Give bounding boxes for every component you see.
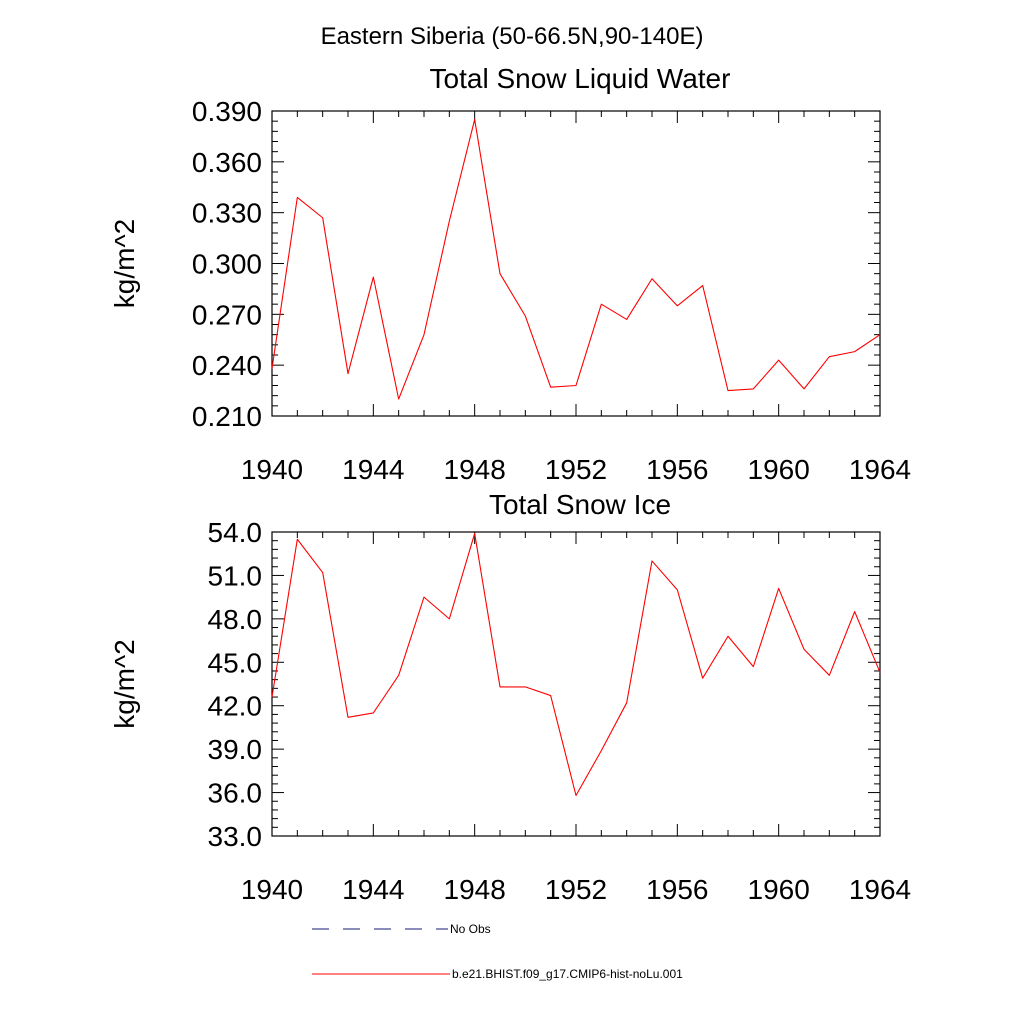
y-tick-label: 0.390: [192, 96, 262, 127]
x-tick-label: 1960: [748, 874, 810, 905]
figure-title: Eastern Siberia (50-66.5N,90-140E): [321, 23, 704, 50]
y-tick-label: 42.0: [208, 691, 263, 722]
x-tick-label: 1944: [342, 454, 404, 485]
x-tick-label: 1960: [748, 454, 810, 485]
plot-frame: [271, 531, 881, 837]
legend: No Obs b.e21.BHIST.f09_g17.CMIP6-hist-noL…: [312, 922, 683, 981]
y-tick-label: 0.330: [192, 198, 262, 229]
y-tick-label: 33.0: [208, 821, 263, 852]
x-tick-label: 1948: [444, 874, 506, 905]
x-tick-label: 1940: [241, 874, 303, 905]
y-tick-label: 0.360: [192, 147, 262, 178]
series-line: [271, 118, 881, 400]
y-tick-label: 36.0: [208, 778, 263, 809]
x-tick-label: 1944: [342, 874, 404, 905]
x-tick-label: 1964: [849, 454, 911, 485]
chart-panel-2: Total Snow Ice kg/m^2 1940 1944 1948 1952 1956…: [109, 489, 911, 905]
y-tick-label: 0.240: [192, 350, 262, 381]
plot-frame: [271, 110, 881, 417]
y-tick-label: 0.300: [192, 249, 262, 280]
legend-label: b.e21.BHIST.f09_g17.CMIP6-hist-noLu.001: [452, 967, 683, 981]
y-axis-label: kg/m^2: [109, 639, 140, 728]
chart-title: Total Snow Ice: [489, 489, 671, 520]
y-tick-label: 39.0: [208, 734, 263, 765]
x-tick-label: 1964: [849, 874, 911, 905]
chart-title: Total Snow Liquid Water: [430, 63, 731, 94]
chart-panel-1: Total Snow Liquid Water kg/m^2 1940 1944 194…: [109, 63, 911, 485]
y-tick-label: 54.0: [208, 517, 263, 548]
x-tick-label: 1948: [444, 454, 506, 485]
y-tick-label: 51.0: [208, 560, 263, 591]
legend-label: No Obs: [450, 922, 491, 936]
y-axis-label: kg/m^2: [109, 219, 140, 308]
x-tick-label: 1940: [241, 454, 303, 485]
x-tick-label: 1952: [545, 454, 607, 485]
x-tick-label: 1956: [646, 454, 708, 485]
x-tick-label: 1956: [646, 874, 708, 905]
y-tick-label: 48.0: [208, 604, 263, 635]
y-tick-label: 0.210: [192, 401, 262, 432]
y-tick-label: 0.270: [192, 299, 262, 330]
y-tick-label: 45.0: [208, 647, 263, 678]
series-line: [271, 532, 881, 797]
x-tick-label: 1952: [545, 874, 607, 905]
